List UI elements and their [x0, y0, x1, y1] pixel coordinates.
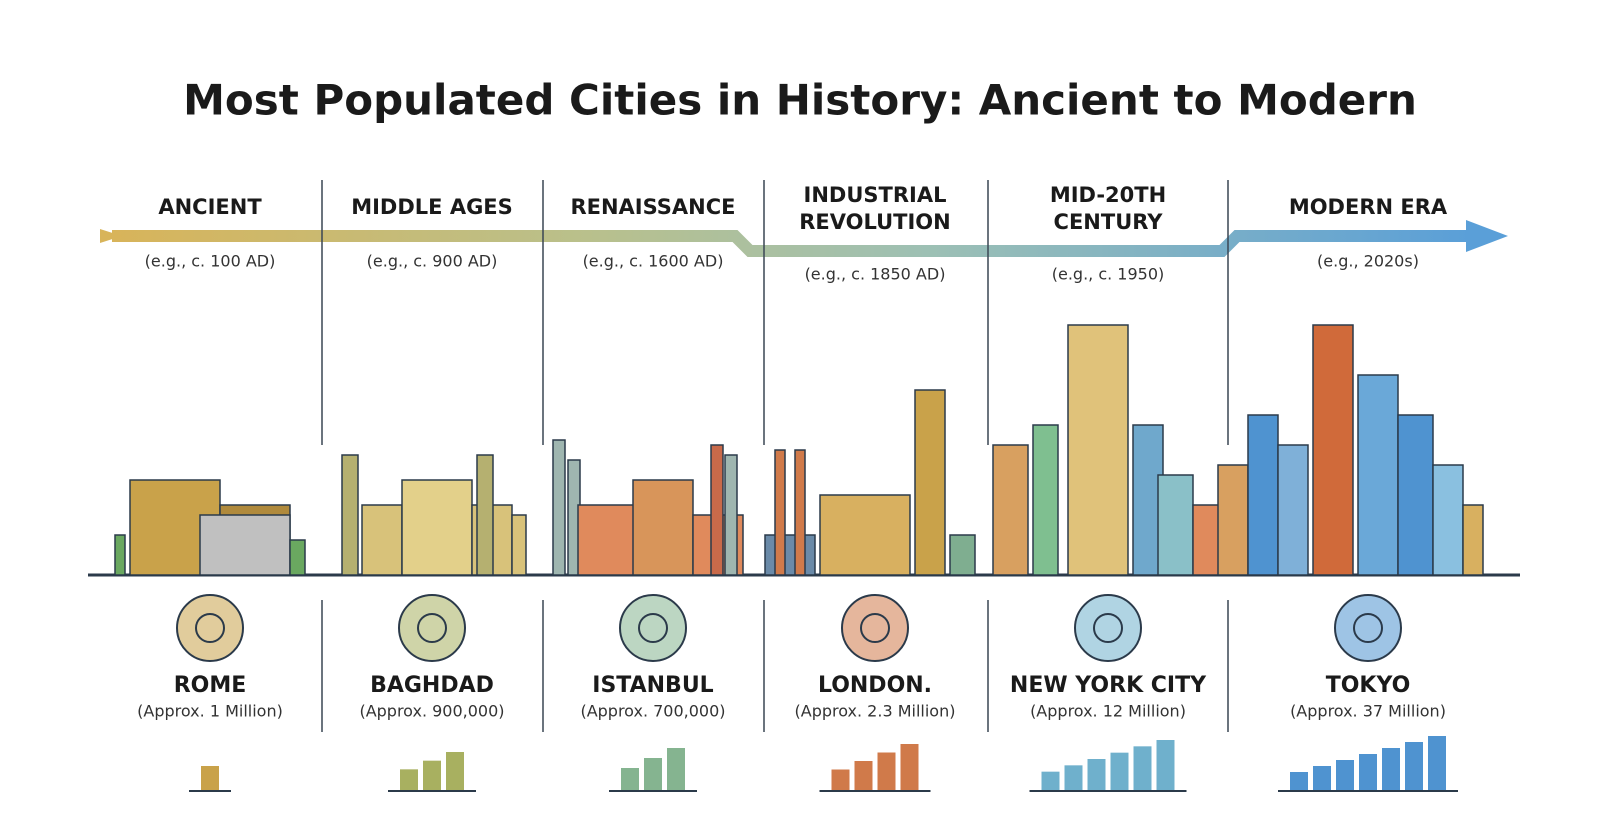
building [992, 444, 1029, 576]
city-icon-inner [638, 613, 668, 643]
city-population: (Approx. 900,000) [359, 702, 504, 721]
city-population: (Approx. 37 Million) [1290, 702, 1446, 721]
building [511, 514, 527, 576]
mini-bar [1041, 771, 1060, 790]
mini-bar [1156, 740, 1175, 790]
era-label: INDUSTRIAL [804, 183, 947, 207]
building [361, 504, 403, 576]
building [1432, 464, 1464, 576]
building [632, 479, 694, 576]
mini-bar [1336, 760, 1354, 790]
city-icon [619, 594, 687, 662]
building [819, 494, 911, 576]
building [552, 439, 566, 576]
building [1462, 504, 1484, 576]
era-date: (e.g., 2020s) [1317, 252, 1419, 271]
mini-bar [621, 768, 639, 790]
city-population: (Approx. 2.3 Million) [795, 702, 956, 721]
city-name: ISTANBUL [592, 673, 713, 698]
building [710, 444, 724, 576]
city-icon [1334, 594, 1402, 662]
mini-bar [854, 761, 873, 790]
building [794, 449, 806, 576]
mini-bar [1405, 742, 1423, 790]
city-name: ROME [174, 673, 247, 698]
city-name: LONDON. [818, 673, 932, 698]
city-icon-inner [417, 613, 447, 643]
building [341, 454, 359, 576]
mini-bar [201, 766, 219, 790]
city-icon-inner [1353, 613, 1383, 643]
city-icon [176, 594, 244, 662]
building [1032, 424, 1059, 576]
mini-bar [667, 748, 685, 790]
era-label: MID-20TH [1050, 183, 1166, 207]
mini-bar [644, 758, 662, 790]
era-label: MODERN ERA [1289, 195, 1448, 219]
mini-bar [1382, 748, 1400, 790]
arrow-head [1466, 220, 1508, 252]
era-date: (e.g., c. 1850 AD) [805, 265, 946, 284]
building [914, 389, 946, 576]
city-icon [1074, 594, 1142, 662]
arrow-tail [100, 229, 122, 243]
mini-bar [1064, 765, 1083, 790]
city-icon-inner [860, 613, 890, 643]
era-label: CENTURY [1054, 210, 1164, 234]
city-population: (Approx. 700,000) [580, 702, 725, 721]
city-icon [841, 594, 909, 662]
title: Most Populated Cities in History: Ancien… [183, 76, 1417, 125]
mini-bar [446, 752, 464, 790]
building [1247, 414, 1279, 576]
city-icon-inner [1093, 613, 1123, 643]
era-date: (e.g., c. 900 AD) [367, 252, 498, 271]
mini-bar [877, 752, 896, 790]
era-date: (e.g., c. 1950) [1052, 265, 1165, 284]
building [289, 539, 306, 576]
era-label: REVOLUTION [799, 210, 951, 234]
mini-bar [831, 769, 850, 790]
mini-bar [1428, 736, 1446, 790]
timeline-arrow [112, 230, 1470, 257]
building [1157, 474, 1194, 576]
building [401, 479, 473, 576]
era-label: ANCIENT [158, 195, 262, 219]
city-name: TOKYO [1326, 673, 1411, 698]
mini-bar [1133, 746, 1152, 790]
era-label: MIDDLE AGES [351, 195, 513, 219]
era-date: (e.g., c. 1600 AD) [583, 252, 724, 271]
building [1067, 324, 1129, 576]
city-population: (Approx. 1 Million) [137, 702, 283, 721]
mini-bar [1110, 752, 1129, 790]
building [577, 504, 639, 576]
building [764, 534, 816, 576]
city-icon-inner [195, 613, 225, 643]
building [1397, 414, 1434, 576]
building [724, 454, 738, 576]
building [1357, 374, 1399, 576]
building [199, 514, 291, 576]
mini-bar [1359, 754, 1377, 790]
mini-bar [900, 744, 919, 790]
building [1312, 324, 1354, 576]
building [1217, 464, 1249, 576]
city-name: NEW YORK CITY [1010, 673, 1207, 698]
building [114, 534, 126, 576]
city-name: BAGHDAD [370, 673, 494, 698]
building [949, 534, 976, 576]
building [774, 449, 786, 576]
mini-bar [400, 769, 418, 790]
city-icon [398, 594, 466, 662]
mini-bar [1087, 759, 1106, 790]
mini-bar [423, 760, 441, 790]
mini-bar [1290, 772, 1308, 790]
city-population: (Approx. 12 Million) [1030, 702, 1186, 721]
building [1277, 444, 1309, 576]
mini-bar [1313, 766, 1331, 790]
era-label: RENAISSANCE [570, 195, 735, 219]
building [476, 454, 494, 576]
era-date: (e.g., c. 100 AD) [145, 252, 276, 271]
